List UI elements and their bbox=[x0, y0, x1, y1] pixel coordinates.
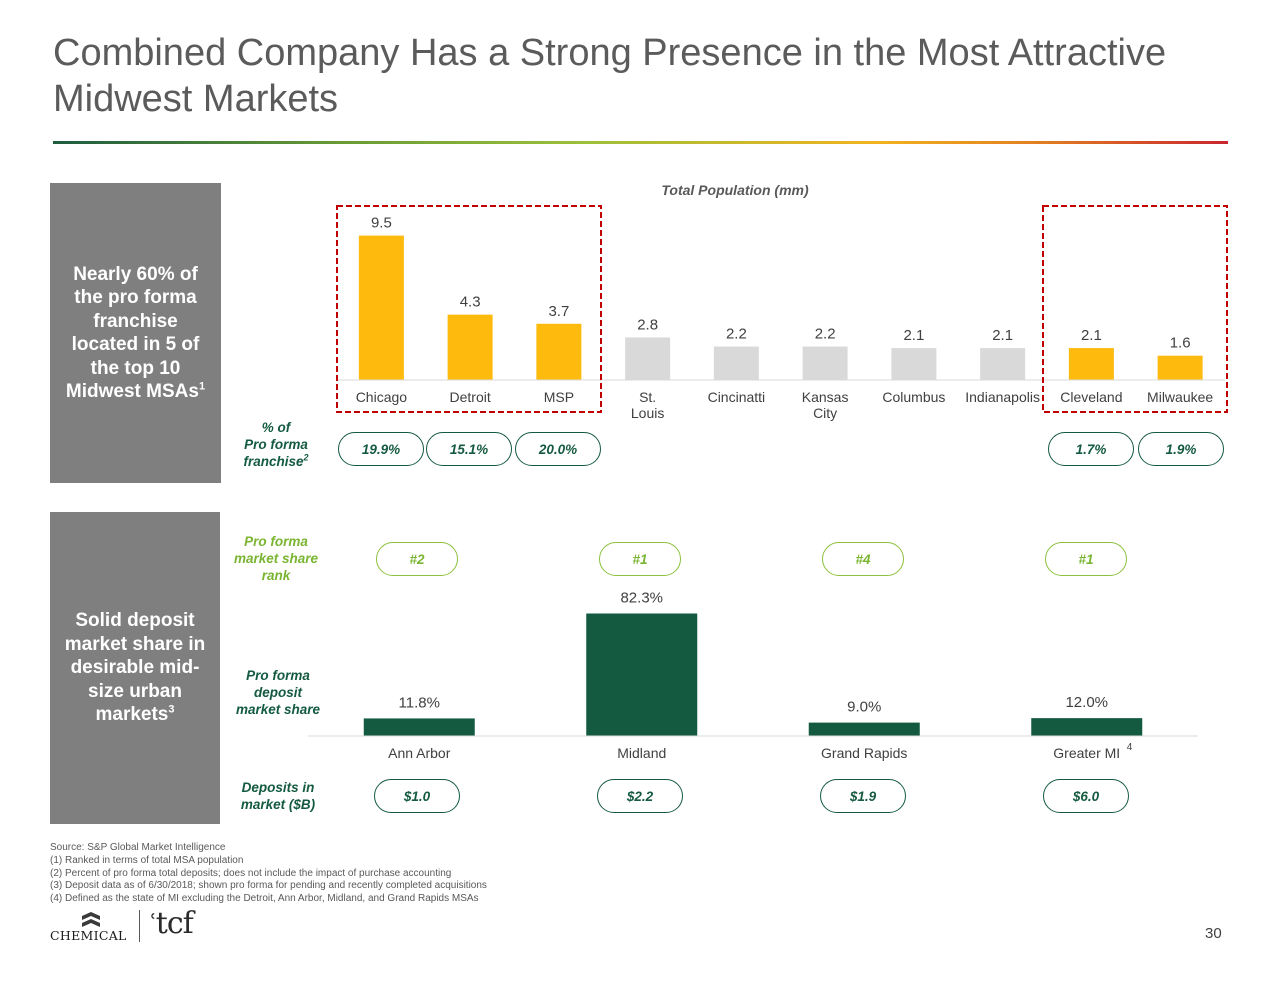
population-value-label-cincinatti: 2.2 bbox=[726, 326, 747, 343]
population-bar-cleveland bbox=[1068, 348, 1114, 380]
population-value-label-detroit: 4.3 bbox=[460, 294, 481, 311]
side-panel-population-text: Nearly 60% of the pro forma franchise lo… bbox=[65, 263, 206, 403]
population-value-label-st-louis: 2.8 bbox=[637, 316, 658, 333]
population-value-label-milwaukee: 1.6 bbox=[1170, 335, 1191, 352]
population-bar-columbus bbox=[891, 348, 937, 380]
population-category-label-indianapolis: Indianapolis bbox=[965, 389, 1040, 405]
population-category-label-kansas-city: Kansas City bbox=[802, 389, 849, 421]
population-category-label-milwaukee: Milwaukee bbox=[1147, 389, 1213, 405]
franchise-pill-msp: 20.0% bbox=[515, 432, 601, 466]
footnote-3: (3) Deposit data as of 6/30/2018; shown … bbox=[50, 880, 487, 892]
row-label-franchise: % of Pro forma franchise2 bbox=[243, 420, 309, 469]
highlight-box-right bbox=[1042, 205, 1228, 413]
population-bar-cincinatti bbox=[713, 346, 759, 380]
page-number: 30 bbox=[1205, 925, 1222, 942]
side-panel-deposits-text: Solid deposit market share in desirable … bbox=[64, 610, 206, 726]
franchise-pill-chicago: 19.9% bbox=[338, 432, 424, 466]
row-label-share: Pro forma deposit market share bbox=[235, 668, 321, 717]
share-value-label-greater-mi: 12.0% bbox=[1065, 694, 1108, 711]
share-bar-midland bbox=[586, 613, 698, 736]
share-category-sup-greater-mi: 4 bbox=[1127, 742, 1133, 753]
share-value-label-ann-arbor: 11.8% bbox=[399, 694, 440, 711]
population-category-label-st-louis: St. Louis bbox=[631, 389, 664, 421]
chemical-logo-text: CHEMICAL bbox=[50, 928, 127, 943]
deposits-pill-midland: $2.2 bbox=[597, 779, 683, 813]
chemical-logo: CHEMICAL bbox=[50, 912, 130, 946]
population-category-label-msp: MSP bbox=[544, 389, 574, 405]
share-category-label-greater-mi: Greater MI bbox=[1053, 745, 1120, 761]
population-bar-st-louis bbox=[625, 337, 671, 380]
row-label-deposits: Deposits in market ($B) bbox=[240, 780, 316, 812]
tcf-logo-text: tcf bbox=[155, 906, 194, 941]
deposits-pill-ann-arbor: $1.0 bbox=[374, 779, 460, 813]
share-value-label-midland: 82.3% bbox=[620, 590, 663, 607]
page-title: Combined Company Has a Strong Presence i… bbox=[53, 32, 1167, 120]
franchise-pill-cleveland: 1.7% bbox=[1048, 432, 1134, 466]
share-category-label-midland: Midland bbox=[617, 745, 666, 761]
share-value-label-grand-rapids: 9.0% bbox=[847, 699, 881, 716]
population-bar-chicago bbox=[358, 235, 404, 380]
logo-divider bbox=[139, 910, 140, 942]
row-label-rank: Pro forma market share rank bbox=[233, 534, 319, 583]
tcf-logo: ʿtcf bbox=[150, 906, 194, 941]
population-category-label-detroit: Detroit bbox=[450, 389, 491, 405]
share-category-label-ann-arbor: Ann Arbor bbox=[388, 745, 451, 761]
share-bar-grand-rapids bbox=[808, 722, 920, 736]
footnote-1: (1) Ranked in terms of total MSA populat… bbox=[50, 854, 244, 866]
population-value-label-indianapolis: 2.1 bbox=[992, 327, 1013, 344]
rank-pill-midland: #1 bbox=[599, 542, 681, 576]
population-chart-title: Total Population (mm) bbox=[661, 182, 809, 198]
tcf-logo-mark-icon: ʿ bbox=[150, 911, 157, 936]
share-bar-ann-arbor bbox=[363, 718, 475, 736]
chemical-mark-icon bbox=[82, 912, 100, 927]
franchise-pill-detroit: 15.1% bbox=[426, 432, 512, 466]
population-bar-detroit bbox=[447, 314, 493, 380]
side-panel-population: Nearly 60% of the pro forma franchise lo… bbox=[50, 183, 221, 483]
population-bar-indianapolis bbox=[980, 348, 1026, 380]
population-category-label-chicago: Chicago bbox=[356, 389, 408, 405]
footnote-4: (4) Defined as the state of MI excluding… bbox=[50, 893, 479, 905]
population-value-label-msp: 3.7 bbox=[548, 303, 569, 320]
population-value-label-chicago: 9.5 bbox=[371, 215, 392, 232]
share-category-label-grand-rapids: Grand Rapids bbox=[821, 745, 907, 761]
population-bar-msp bbox=[536, 323, 582, 380]
rank-pill-ann-arbor: #2 bbox=[376, 542, 458, 576]
population-bar-kansas-city bbox=[802, 346, 848, 380]
population-value-label-columbus: 2.1 bbox=[903, 327, 924, 344]
highlight-box-left bbox=[336, 205, 602, 413]
deposits-pill-grand-rapids: $1.9 bbox=[820, 779, 906, 813]
footnote-2: (2) Percent of pro forma total deposits;… bbox=[50, 867, 452, 879]
side-panel-deposits: Solid deposit market share in desirable … bbox=[50, 512, 220, 824]
franchise-pill-milwaukee: 1.9% bbox=[1138, 432, 1224, 466]
title-divider-gradient bbox=[53, 141, 1228, 144]
rank-pill-greater-mi: #1 bbox=[1045, 542, 1127, 576]
rank-pill-grand-rapids: #4 bbox=[822, 542, 904, 576]
share-bar-greater-mi bbox=[1031, 718, 1143, 736]
footnotes: Source: S&P Global Market Intelligence (… bbox=[50, 842, 487, 906]
population-value-label-kansas-city: 2.2 bbox=[815, 326, 836, 343]
population-value-label-cleveland: 2.1 bbox=[1081, 327, 1102, 344]
population-category-label-cleveland: Cleveland bbox=[1060, 389, 1122, 405]
population-bar-milwaukee bbox=[1157, 355, 1203, 380]
deposits-pill-greater-mi: $6.0 bbox=[1043, 779, 1129, 813]
population-category-label-cincinatti: Cincinatti bbox=[708, 389, 766, 405]
footnote-source: Source: S&P Global Market Intelligence bbox=[50, 842, 226, 853]
population-category-label-columbus: Columbus bbox=[882, 389, 945, 405]
